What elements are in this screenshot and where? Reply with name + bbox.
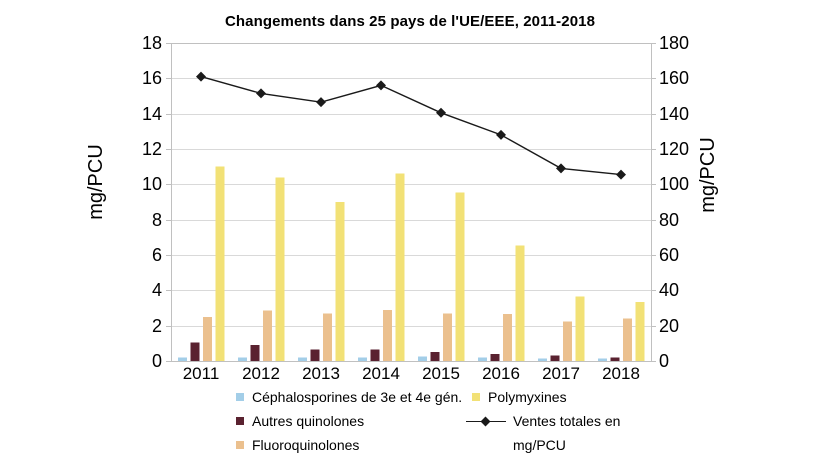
bar	[177, 357, 187, 361]
diamond-marker	[616, 169, 626, 180]
bar	[442, 313, 452, 361]
legend-swatch-autres-quinolones	[236, 417, 244, 425]
right-axis-tick-label: 120	[659, 139, 690, 159]
bar	[562, 321, 572, 362]
x-axis-label-2018: 2018	[602, 364, 640, 383]
diamond-marker	[556, 163, 566, 174]
left-axis-tick-label: 16	[141, 68, 162, 89]
x-axis-label-2012: 2012	[242, 364, 280, 383]
bar	[190, 342, 200, 361]
left-axis-tick-label: 0	[151, 351, 162, 371]
bar	[275, 177, 285, 361]
bar	[550, 355, 560, 361]
legend-item-polymyxines: Polymyxines	[472, 389, 567, 406]
legend-swatch-polymyxines	[472, 393, 480, 401]
diamond-marker	[256, 88, 266, 99]
right-axis-tick-label: 140	[659, 103, 690, 124]
bar	[202, 316, 212, 361]
left-axis-tick-label: 18	[141, 33, 162, 53]
plot-border	[171, 43, 652, 362]
bar	[357, 357, 367, 361]
right-axis-tick-label: 40	[659, 280, 680, 301]
bar	[575, 296, 585, 361]
bar	[537, 358, 547, 361]
right-axis-tick-label: 0	[659, 351, 670, 371]
bar	[417, 356, 427, 361]
right-axis-tick-label: 60	[659, 245, 680, 265]
x-axis-label-2014: 2014	[362, 364, 400, 383]
bar	[215, 166, 225, 361]
bar	[237, 357, 247, 361]
bar	[610, 357, 620, 361]
x-axis-label-2016: 2016	[482, 364, 520, 383]
bar	[382, 309, 392, 361]
bar	[502, 314, 512, 361]
diamond-marker	[316, 97, 326, 108]
legend-label-autres-quinolones: Autres quinolones	[252, 413, 365, 429]
left-axis-tick-label: 4	[151, 280, 162, 301]
bar	[322, 313, 332, 361]
legend-swatch-fluoroquinolones	[236, 441, 244, 449]
bar	[310, 349, 320, 361]
bar	[430, 352, 440, 361]
legend-item-cephalosporines: Céphalosporines de 3e et 4e gén.	[236, 389, 462, 406]
bar	[515, 245, 525, 361]
diamond-marker	[196, 71, 206, 82]
bar	[335, 202, 345, 361]
bar	[490, 353, 500, 361]
left-axis-tick-label: 14	[141, 103, 162, 124]
x-axis-label-2015: 2015	[422, 364, 460, 383]
diamond-marker	[436, 107, 446, 118]
legend-swatch-cephalosporines	[236, 393, 244, 401]
right-axis-tick-label: 20	[659, 315, 680, 336]
chart-title: Changements dans 25 pays de l'UE/EEE, 20…	[224, 13, 596, 30]
legend-label-cephalosporines: Céphalosporines de 3e et 4e gén.	[252, 389, 463, 405]
total-sales-line	[200, 75, 622, 176]
legend-item-autres-quinolones: Autres quinolones	[236, 413, 364, 430]
left-axis-tick-label: 10	[141, 174, 162, 195]
legend-line-diamond-icon	[466, 413, 506, 430]
x-axis-label-2013: 2013	[302, 364, 340, 383]
legend-label-fluoroquinolones: Fluoroquinolones	[252, 437, 360, 453]
legend-item-fluoroquinolones: Fluoroquinolones	[236, 437, 359, 454]
bar	[477, 357, 487, 361]
bar	[297, 357, 307, 361]
right-axis-tick-label: 100	[659, 174, 690, 195]
right-axis-tick-label: 180	[659, 33, 690, 53]
left-axis-tick-label: 2	[151, 315, 162, 336]
left-axis-tick-label: 6	[151, 245, 162, 265]
bar	[262, 310, 272, 361]
x-axis-label-2017: 2017	[542, 364, 580, 383]
bar	[370, 349, 380, 361]
diamond-marker	[496, 129, 506, 140]
right-axis-tick-label: 160	[659, 68, 690, 89]
left-axis-tick-label: 12	[141, 139, 162, 159]
legend-label-ventes-totales-line2: mg/PCU	[513, 437, 566, 453]
right-axis-tick-label: 80	[659, 209, 680, 230]
legend-label-polymyxines: Polymyxines	[488, 389, 567, 405]
bar	[635, 301, 645, 361]
diamond-marker	[376, 80, 386, 91]
bar	[250, 345, 260, 361]
legend-item-ventes-totales: Ventes totales en	[466, 413, 620, 430]
bar	[455, 192, 465, 361]
x-axis-label-2011: 2011	[182, 364, 220, 383]
bar	[622, 318, 632, 361]
bar	[597, 358, 607, 361]
legend-label-ventes-totales-line1: Ventes totales en	[513, 413, 621, 429]
left-axis-tick-label: 8	[151, 209, 162, 230]
bar	[395, 173, 405, 361]
